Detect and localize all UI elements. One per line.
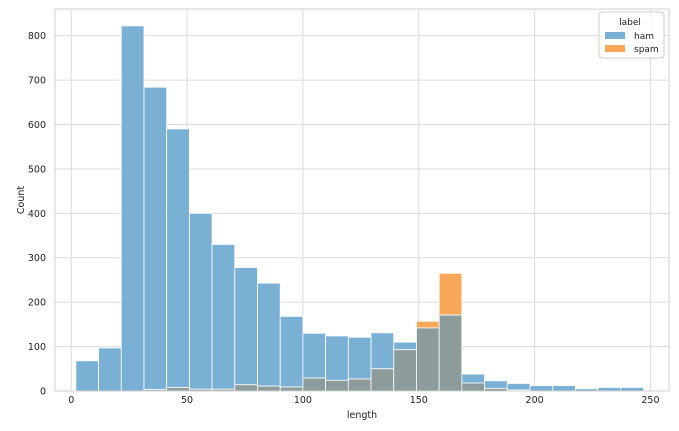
ham-bar: [506, 383, 531, 391]
x-tick-label: 150: [410, 395, 428, 406]
y-tick-label: 800: [28, 31, 46, 42]
overlap-bar: [325, 379, 349, 392]
y-tick-label: 600: [28, 120, 46, 131]
spam-bar: [438, 272, 463, 316]
ham-bar: [393, 341, 417, 351]
ham-bar: [143, 86, 168, 391]
ham-bar: [120, 25, 145, 392]
overlap-bar: [438, 314, 463, 392]
plot-frame: [54, 8, 670, 392]
ham-bar: [484, 380, 508, 389]
overlap-bar: [257, 385, 281, 392]
x-tick-label: 100: [294, 395, 312, 406]
ham-bar: [166, 128, 190, 388]
legend-title: label: [619, 18, 641, 28]
ham-bar: [234, 267, 258, 386]
overlap-bar: [461, 382, 485, 392]
ham-bar: [75, 360, 99, 392]
overlap-bar: [393, 349, 417, 392]
x-tick-label: 0: [68, 395, 74, 406]
legend: label ham spam: [598, 11, 665, 59]
y-axis-label: Count: [16, 186, 27, 214]
overlap-bar: [370, 368, 395, 392]
ham-bar: [257, 282, 281, 387]
overlap-bar: [166, 387, 190, 392]
ham-bar: [279, 315, 304, 388]
ham-bar: [529, 385, 554, 392]
ham-bar: [620, 387, 644, 392]
x-tick-label: 200: [526, 395, 544, 406]
ham-bar: [325, 335, 349, 381]
ham-bar: [347, 336, 372, 380]
ham-bar: [188, 212, 213, 390]
y-tick-label: 0: [40, 387, 46, 398]
overlap-bar: [347, 378, 372, 392]
overlap-bar: [302, 377, 327, 392]
spam-bar: [416, 320, 440, 329]
ham-bar: [302, 332, 327, 379]
legend-swatch-ham: [605, 32, 625, 39]
legend-label-ham: ham: [634, 32, 654, 42]
y-tick-label: 400: [28, 209, 46, 220]
y-tick-label: 200: [28, 298, 46, 309]
x-tick-label: 250: [641, 395, 659, 406]
ham-bar: [370, 332, 395, 370]
overlap-bar: [416, 327, 440, 392]
y-tick-label: 700: [28, 76, 46, 87]
overlap-bar: [234, 384, 258, 392]
tick-labels: 0 50 100 150 200 250 0 100 200 300 400 500 600 700 800: [28, 31, 660, 406]
ham-bar: [98, 347, 122, 392]
x-axis-label: length: [347, 410, 377, 421]
ham-bar: [552, 385, 576, 392]
y-tick-label: 500: [28, 164, 46, 175]
legend-swatch-spam: [605, 45, 625, 52]
ham-bar: [597, 387, 622, 392]
overlap-bar: [279, 386, 304, 392]
legend-label-spam: spam: [634, 45, 659, 55]
bars: [75, 25, 644, 392]
x-tick-label: 50: [181, 395, 193, 406]
ham-bar: [211, 244, 236, 390]
y-tick-label: 300: [28, 253, 46, 264]
ham-bar: [461, 373, 485, 384]
y-tick-label: 100: [28, 342, 46, 353]
